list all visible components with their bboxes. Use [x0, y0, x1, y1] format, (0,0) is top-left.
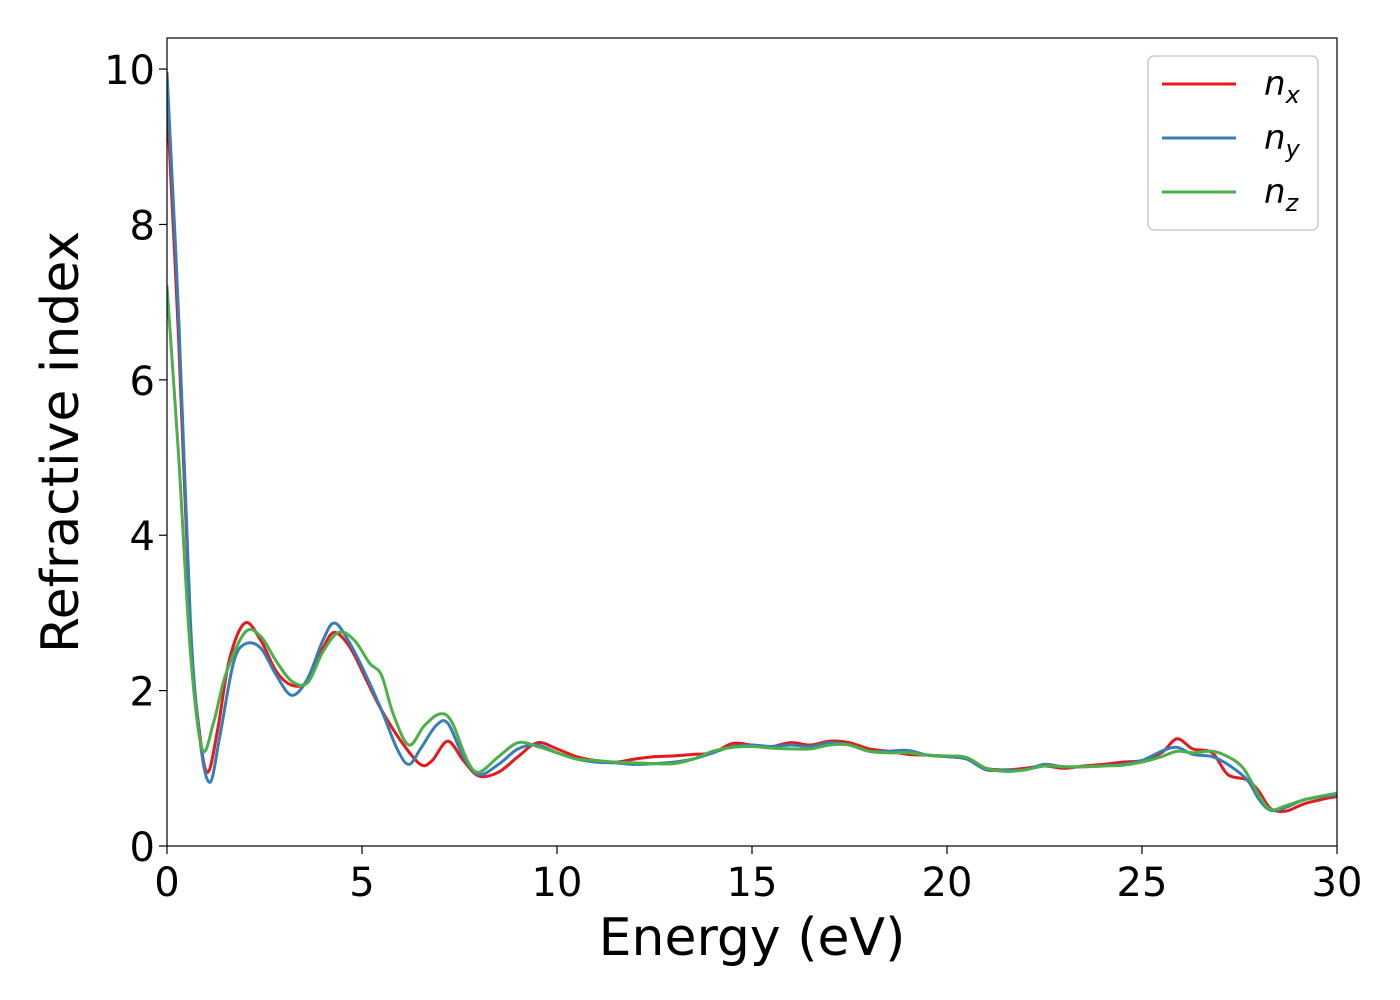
series-layer [167, 71, 1337, 814]
y-tick-label: 4 [130, 514, 155, 560]
y-axis-label: Refractive index [31, 231, 91, 653]
y-tick-label: 8 [130, 203, 155, 249]
y-axis-ticks: 0 2 4 6 8 10 [104, 48, 167, 871]
series-line-nz [167, 285, 1337, 812]
x-tick-label: 25 [1117, 860, 1168, 906]
x-tick-label: 20 [922, 860, 973, 906]
y-tick-label: 2 [130, 670, 155, 716]
x-tick-label: 15 [727, 860, 778, 906]
legend-box [1147, 55, 1319, 231]
x-axis-label: Energy (eV) [599, 908, 906, 968]
y-tick-label: 6 [130, 359, 155, 405]
y-tick-label: 0 [130, 825, 155, 871]
x-axis-ticks: 0 5 10 15 20 25 30 [154, 846, 1362, 906]
x-tick-label: 10 [532, 860, 583, 906]
y-tick-label: 10 [104, 48, 155, 94]
x-tick-label: 0 [154, 860, 179, 906]
x-tick-label: 5 [349, 860, 374, 906]
x-tick-label: 30 [1312, 860, 1363, 906]
